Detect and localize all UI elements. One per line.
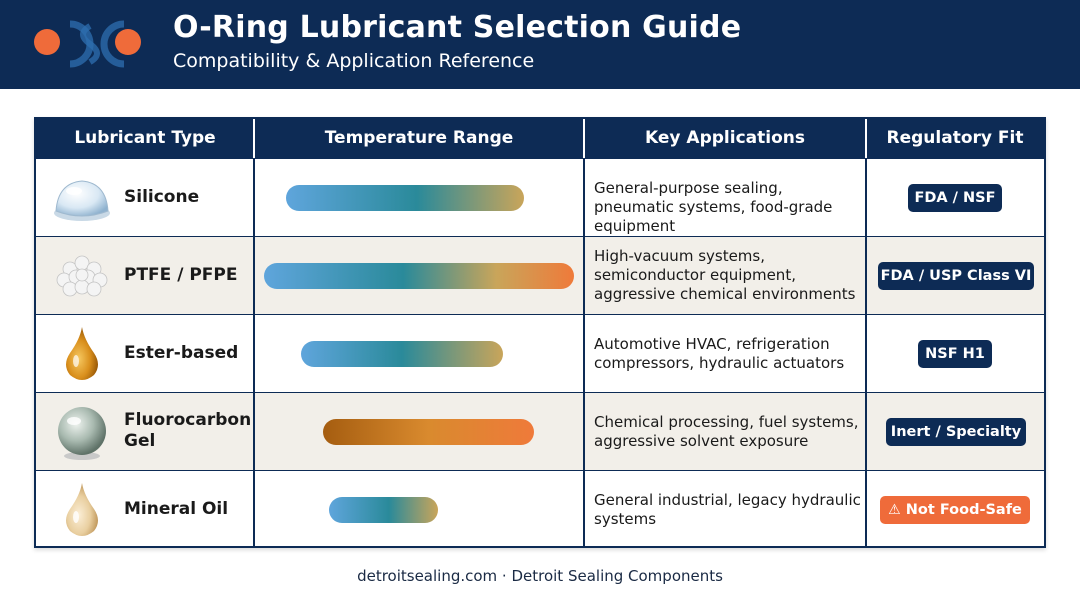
header-divider bbox=[583, 119, 585, 158]
column-divider bbox=[865, 315, 867, 392]
header-banner: O-Ring Lubricant Selection Guide Compati… bbox=[0, 0, 1080, 89]
footer-credit: detroitsealing.com · Detroit Sealing Com… bbox=[357, 567, 723, 585]
lubricant-name: Fluorocarbon Gel bbox=[124, 410, 252, 452]
gray-gel-sphere-icon bbox=[58, 407, 106, 460]
column-divider bbox=[253, 237, 255, 314]
clear-gel-dome-icon bbox=[54, 180, 110, 221]
regulatory-badge-text: Not Food-Safe bbox=[905, 502, 1022, 518]
temperature-range-bar bbox=[285, 185, 525, 211]
header-divider bbox=[253, 119, 255, 158]
white-powder-cluster-icon bbox=[56, 255, 108, 297]
temperature-range-bar bbox=[322, 419, 534, 445]
applications-text: General-purpose sealing, pneumatic syste… bbox=[594, 179, 833, 235]
lubricant-name-text: Fluorocarbon Gel bbox=[124, 410, 252, 451]
column-divider bbox=[583, 237, 585, 314]
column-header-lubricant-type: Lubricant Type bbox=[74, 128, 216, 148]
table-row: Mineral Oil General industrial, legacy h… bbox=[36, 470, 1044, 546]
applications-text: Automotive HVAC, refrigeration compresso… bbox=[594, 335, 845, 372]
column-divider bbox=[253, 315, 255, 392]
regulatory-badge: FDA / NSF bbox=[908, 184, 1002, 212]
regulatory-badge-warning: ⚠ Not Food-Safe bbox=[880, 496, 1030, 524]
column-divider bbox=[583, 393, 585, 470]
table-row: PTFE / PFPE High-vacuum systems, semicon… bbox=[36, 236, 1044, 314]
column-header-regulatory-fit: Regulatory Fit bbox=[886, 128, 1024, 148]
table-header: Lubricant Type Temperature Range Key App… bbox=[36, 119, 1044, 158]
lubricant-name: Silicone bbox=[124, 187, 200, 207]
column-divider bbox=[583, 315, 585, 392]
lubricant-table: Lubricant Type Temperature Range Key App… bbox=[34, 117, 1046, 548]
page-title: O-Ring Lubricant Selection Guide bbox=[173, 10, 742, 45]
column-divider bbox=[253, 471, 255, 546]
regulatory-badge: FDA / USP Class VI bbox=[878, 262, 1034, 290]
page-subtitle: Compatibility & Application Reference bbox=[173, 50, 535, 72]
lubricant-name: PTFE / PFPE bbox=[124, 265, 238, 285]
column-header-key-applications: Key Applications bbox=[645, 128, 805, 148]
column-divider bbox=[865, 237, 867, 314]
column-divider bbox=[253, 159, 255, 236]
column-divider bbox=[253, 393, 255, 470]
lubricant-name: Mineral Oil bbox=[124, 499, 229, 519]
warning-icon: ⚠ bbox=[888, 502, 901, 518]
applications-text: High-vacuum systems, semiconductor equip… bbox=[594, 247, 856, 303]
lubricant-name: Ester-based bbox=[124, 343, 239, 363]
regulatory-badge: Inert / Specialty bbox=[886, 418, 1026, 446]
column-divider bbox=[865, 471, 867, 546]
amber-droplet-icon bbox=[66, 327, 98, 380]
temperature-range-bar bbox=[301, 341, 503, 367]
header-divider bbox=[865, 119, 867, 158]
column-divider bbox=[583, 471, 585, 546]
table-row: Silicone General-purpose sealing, pneuma… bbox=[36, 158, 1044, 236]
applications-text: Chemical processing, fuel systems, aggre… bbox=[594, 413, 859, 450]
company-logo bbox=[34, 20, 141, 68]
column-divider bbox=[583, 159, 585, 236]
table-row: Ester-based Automotive HVAC, refrigerati… bbox=[36, 314, 1044, 392]
temperature-range-bar bbox=[264, 263, 574, 289]
applications-text: General industrial, legacy hydraulic sys… bbox=[594, 491, 861, 528]
column-header-temperature-range: Temperature Range bbox=[324, 128, 514, 148]
column-divider bbox=[865, 159, 867, 236]
column-divider bbox=[865, 393, 867, 470]
table-row: Fluorocarbon Gel Chemical processing, fu… bbox=[36, 392, 1044, 470]
light-oil-droplet-icon bbox=[66, 483, 98, 536]
regulatory-badge: NSF H1 bbox=[918, 340, 992, 368]
temperature-range-bar bbox=[329, 497, 438, 523]
